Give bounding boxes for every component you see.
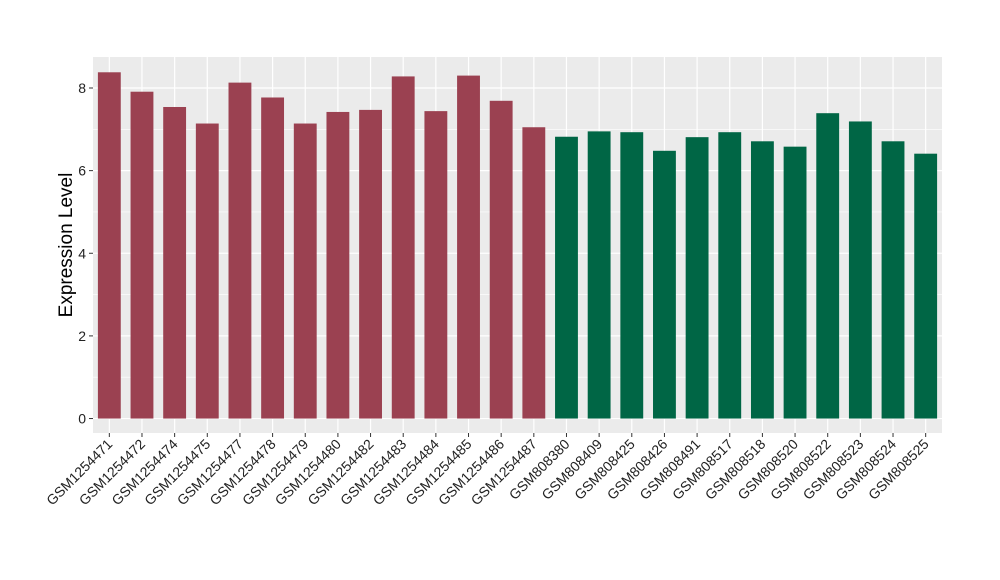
bar-GSM1254483	[391, 76, 415, 419]
bar-GSM1254484	[424, 111, 448, 419]
y-tick-label: 8	[78, 80, 86, 96]
bar-GSM1254475	[195, 123, 219, 419]
bar-GSM808523	[848, 121, 872, 419]
y-axis-label: Expression Level	[56, 173, 77, 318]
bar-GSM1254487	[522, 127, 546, 419]
bar-GSM1254472	[130, 91, 154, 419]
y-tick-label: 4	[78, 245, 86, 261]
y-axis: 0 2 4 6 8	[78, 80, 93, 427]
x-axis: GSM1254471GSM1254472GSM1254474GSM1254475…	[43, 433, 932, 508]
bar-GSM808425	[620, 132, 644, 419]
bar-GSM808520	[783, 146, 807, 419]
bar-GSM1254474	[163, 106, 187, 419]
bar-GSM808491	[685, 137, 709, 419]
bars	[97, 72, 938, 419]
plot-panel	[93, 57, 942, 433]
bar-GSM808518	[750, 141, 774, 419]
bar-GSM808522	[816, 113, 840, 419]
y-tick-label: 2	[78, 328, 86, 344]
bar-GSM808525	[914, 153, 938, 419]
bar-GSM1254485	[457, 75, 480, 419]
bar-GSM808409	[587, 131, 611, 419]
bar-GSM1254486	[489, 100, 513, 419]
bar-GSM1254480	[326, 111, 350, 419]
bar-GSM808524	[881, 141, 905, 419]
bar-GSM1254482	[359, 109, 382, 419]
y-tick-label: 6	[78, 163, 86, 179]
bar-GSM1254471	[97, 72, 121, 419]
y-tick-label: 0	[78, 411, 86, 427]
bar-GSM1254477	[228, 82, 252, 419]
bar-GSM1254479	[293, 123, 317, 419]
bar-GSM808380	[555, 136, 578, 419]
bar-GSM1254478	[261, 97, 285, 419]
bar-GSM808426	[653, 150, 676, 419]
bar-GSM808517	[718, 132, 742, 419]
